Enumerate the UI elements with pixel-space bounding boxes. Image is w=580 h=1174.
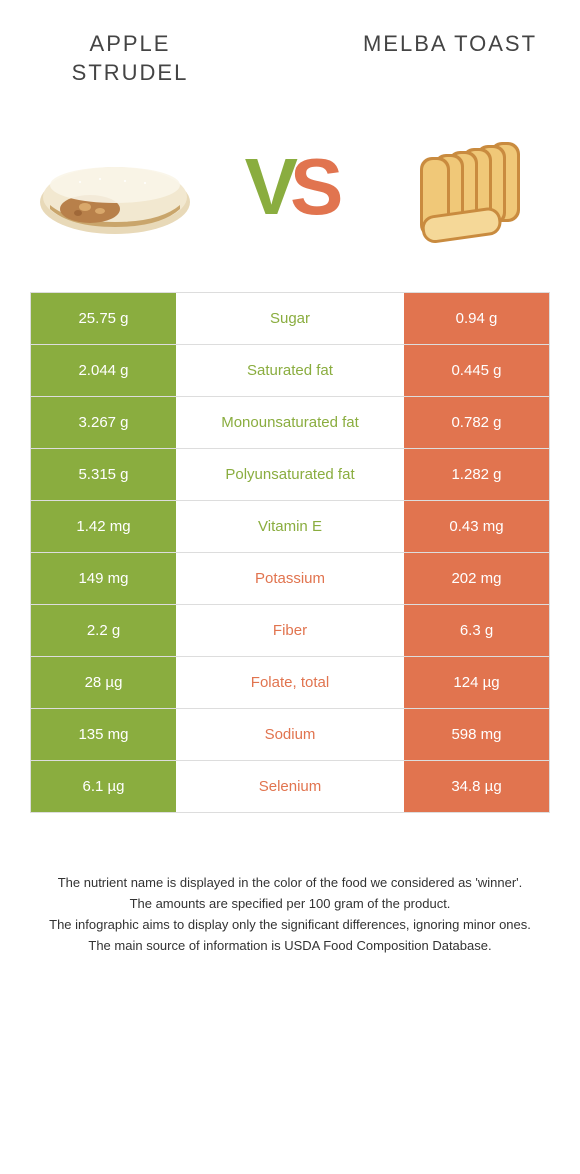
left-value: 25.75 g xyxy=(31,293,176,344)
left-food-image xyxy=(30,122,200,252)
nutrient-label: Selenium xyxy=(176,761,404,812)
right-value: 0.782 g xyxy=(404,397,549,448)
comparison-table: 25.75 g Sugar 0.94 g 2.044 g Saturated f… xyxy=(30,292,550,813)
left-value: 28 µg xyxy=(31,657,176,708)
table-row: 135 mg Sodium 598 mg xyxy=(31,709,549,761)
table-row: 28 µg Folate, total 124 µg xyxy=(31,657,549,709)
nutrient-label: Folate, total xyxy=(176,657,404,708)
apple-strudel-icon xyxy=(30,127,200,247)
footer-line: The main source of information is USDA F… xyxy=(30,936,550,957)
table-row: 2.044 g Saturated fat 0.445 g xyxy=(31,345,549,397)
nutrient-label: Sodium xyxy=(176,709,404,760)
nutrient-label: Monounsaturated fat xyxy=(176,397,404,448)
footer-line: The infographic aims to display only the… xyxy=(30,915,550,936)
nutrient-label: Sugar xyxy=(176,293,404,344)
nutrient-label: Potassium xyxy=(176,553,404,604)
images-row: VS xyxy=(30,107,550,267)
right-value: 0.445 g xyxy=(404,345,549,396)
vs-v: V xyxy=(245,142,290,231)
nutrient-label: Polyunsaturated fat xyxy=(176,449,404,500)
right-value: 6.3 g xyxy=(404,605,549,656)
vs-label: VS xyxy=(245,141,336,233)
nutrient-label: Fiber xyxy=(176,605,404,656)
left-value: 3.267 g xyxy=(31,397,176,448)
left-value: 5.315 g xyxy=(31,449,176,500)
left-value: 149 mg xyxy=(31,553,176,604)
footer-notes: The nutrient name is displayed in the co… xyxy=(30,873,550,956)
table-row: 25.75 g Sugar 0.94 g xyxy=(31,293,549,345)
right-value: 0.94 g xyxy=(404,293,549,344)
table-row: 3.267 g Monounsaturated fat 0.782 g xyxy=(31,397,549,449)
right-value: 0.43 mg xyxy=(404,501,549,552)
right-food-title: Melba Toast xyxy=(350,30,550,87)
table-row: 1.42 mg Vitamin E 0.43 mg xyxy=(31,501,549,553)
nutrient-label: Vitamin E xyxy=(176,501,404,552)
nutrient-label: Saturated fat xyxy=(176,345,404,396)
table-row: 6.1 µg Selenium 34.8 µg xyxy=(31,761,549,813)
table-row: 149 mg Potassium 202 mg xyxy=(31,553,549,605)
table-row: 2.2 g Fiber 6.3 g xyxy=(31,605,549,657)
right-value: 34.8 µg xyxy=(404,761,549,812)
right-value: 598 mg xyxy=(404,709,549,760)
vs-s: S xyxy=(290,142,335,231)
left-value: 6.1 µg xyxy=(31,761,176,812)
left-value: 2.2 g xyxy=(31,605,176,656)
right-value: 1.282 g xyxy=(404,449,549,500)
table-row: 5.315 g Polyunsaturated fat 1.282 g xyxy=(31,449,549,501)
footer-line: The amounts are specified per 100 gram o… xyxy=(30,894,550,915)
melba-toast-icon xyxy=(380,122,550,252)
right-value: 124 µg xyxy=(404,657,549,708)
left-value: 135 mg xyxy=(31,709,176,760)
right-value: 202 mg xyxy=(404,553,549,604)
left-value: 1.42 mg xyxy=(31,501,176,552)
footer-line: The nutrient name is displayed in the co… xyxy=(30,873,550,894)
right-food-image xyxy=(380,122,550,252)
left-value: 2.044 g xyxy=(31,345,176,396)
header: Apple Strudel Melba Toast xyxy=(30,30,550,87)
left-food-title: Apple Strudel xyxy=(30,30,230,87)
